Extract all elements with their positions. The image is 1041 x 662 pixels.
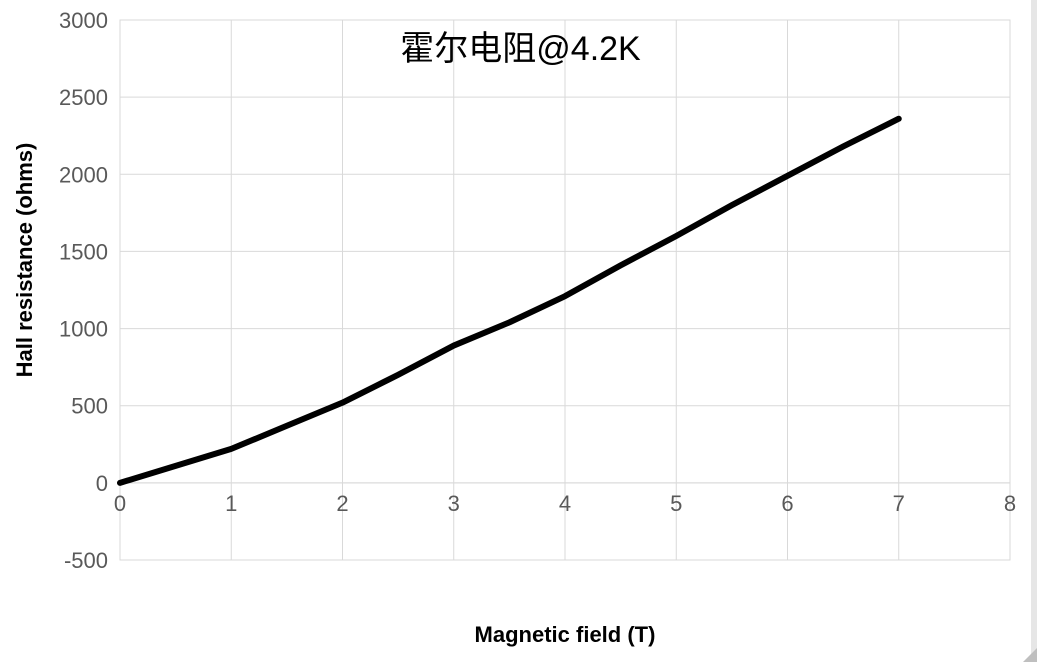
y-tick-label: 0 [96,471,108,496]
x-tick-label: 2 [336,491,348,516]
chart-title: 霍尔电阻@4.2K [400,30,641,68]
y-tick-label: 2000 [59,162,108,187]
x-tick-label: 5 [670,491,682,516]
y-tick-label: -500 [64,548,108,573]
chart-container: -500 0 500 1000 1500 2000 2500 3000 0 1 2 3 4 5 6 7 8 霍尔电… [0,0,1041,662]
y-tick-label: 1500 [59,239,108,264]
x-tick-label: 3 [448,491,460,516]
x-tick-label: 7 [893,491,905,516]
x-tick-label: 0 [114,491,126,516]
page-corner [1023,648,1037,662]
chart-svg: -500 0 500 1000 1500 2000 2500 3000 0 1 2 3 4 5 6 7 8 霍尔电… [0,0,1041,662]
chart-bg [0,0,1041,662]
x-axis-title: Magnetic field (T) [475,622,656,647]
y-axis-title: Hall resistance (ohms) [12,143,37,378]
x-tick-label: 6 [781,491,793,516]
y-tick-label: 2500 [59,85,108,110]
x-tick-label: 8 [1004,491,1016,516]
x-tick-label: 4 [559,491,571,516]
x-tick-label: 1 [225,491,237,516]
y-tick-label: 1000 [59,317,108,342]
y-tick-label: 3000 [59,8,108,33]
document-scrollbar[interactable] [1031,0,1037,662]
y-tick-label: 500 [71,394,108,419]
